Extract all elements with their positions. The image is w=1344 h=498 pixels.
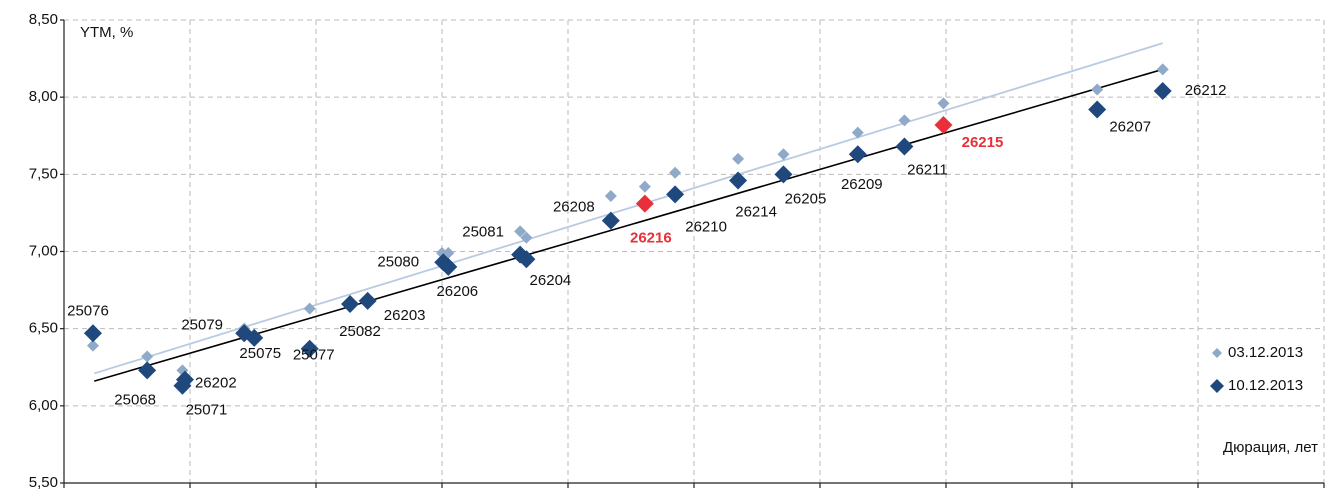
point: [520, 231, 533, 244]
point-label: 26209: [841, 176, 883, 193]
y-tick-label: 8,00: [29, 88, 58, 105]
point: [245, 328, 264, 347]
y-tick-label: 6,50: [29, 320, 58, 337]
point-label: 26207: [1109, 118, 1151, 135]
legend-label: 03.12.2013: [1228, 344, 1303, 361]
point-label: 25082: [339, 323, 381, 340]
point: [666, 185, 685, 204]
point: [774, 165, 793, 184]
point-label: 26216: [630, 230, 672, 247]
y-tick-label: 6,00: [29, 397, 58, 414]
point: [86, 339, 99, 352]
point: [1153, 81, 1172, 100]
point: [848, 145, 867, 164]
point: [303, 302, 316, 315]
point-label: 25077: [293, 347, 335, 364]
point: [729, 171, 748, 190]
point-label: 26215: [962, 134, 1004, 151]
point: [604, 189, 617, 202]
point: [439, 257, 458, 276]
y-tick-label: 7,00: [29, 242, 58, 259]
legend-marker: [1212, 348, 1222, 358]
point: [1156, 63, 1169, 76]
point: [669, 166, 682, 179]
trend-line: [93, 42, 1163, 375]
point: [514, 225, 527, 238]
y-tick-label: 5,50: [29, 474, 58, 491]
point-label: 26210: [685, 218, 727, 235]
point: [937, 97, 950, 110]
trend-line: [94, 68, 1163, 382]
point: [895, 137, 914, 156]
point: [777, 148, 790, 161]
y-tick-label: 7,50: [29, 165, 58, 182]
point: [358, 291, 377, 310]
point-label: 25081: [462, 224, 504, 241]
point-label: 26208: [553, 199, 595, 216]
point-label: 26212: [1185, 82, 1227, 99]
point-label: 25071: [186, 402, 228, 419]
point-label: 26206: [436, 283, 478, 300]
point-label: 25075: [239, 345, 281, 362]
point-label: 26205: [785, 190, 827, 207]
point: [1091, 83, 1104, 96]
point: [517, 250, 536, 269]
point: [601, 211, 620, 230]
point: [898, 114, 911, 127]
point: [934, 115, 953, 134]
legend-label: 10.12.2013: [1228, 377, 1303, 394]
point-label: 25076: [67, 302, 109, 319]
x-axis-label: Дюрация, лет: [1223, 439, 1318, 456]
point-label: 25080: [377, 253, 419, 270]
point: [141, 350, 154, 363]
point-label: 26203: [384, 307, 426, 324]
point-label: 26214: [735, 203, 777, 220]
point-label: 26211: [907, 162, 948, 179]
y-tick-label: 8,50: [29, 11, 58, 28]
point-label: 25079: [181, 316, 223, 333]
point: [175, 370, 194, 389]
legend-marker: [1210, 379, 1224, 393]
point: [638, 180, 651, 193]
point: [732, 152, 745, 165]
point: [300, 339, 319, 358]
y-axis-label: YTM, %: [80, 24, 133, 41]
point: [83, 324, 102, 343]
point: [851, 126, 864, 139]
point: [635, 194, 654, 213]
point: [138, 361, 157, 380]
point-label: 26202: [195, 375, 237, 392]
point-label: 26204: [530, 272, 572, 289]
point: [341, 294, 360, 313]
point-label: 25068: [114, 391, 156, 408]
point: [1088, 100, 1107, 119]
